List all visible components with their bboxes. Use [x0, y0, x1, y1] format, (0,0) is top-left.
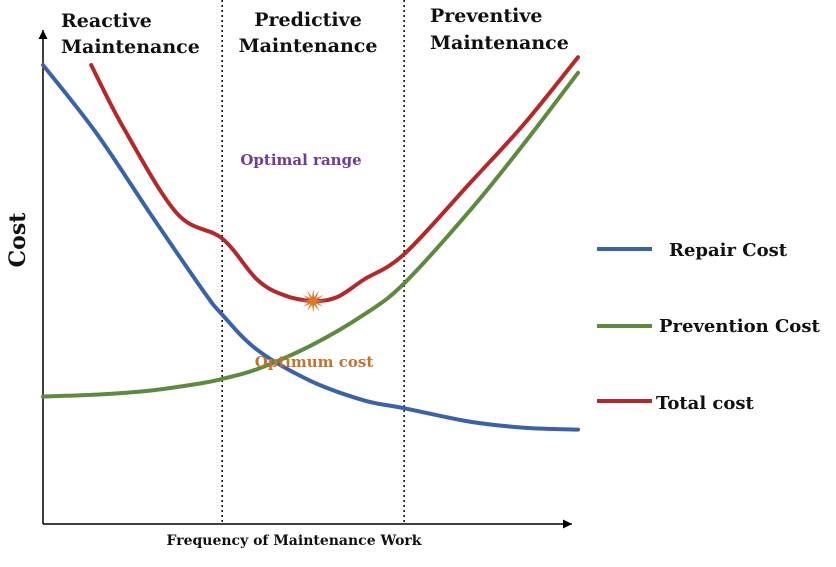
series-line-repair-cost [41, 63, 580, 432]
x-axis-title: Frequency of Maintenance Work [167, 533, 422, 549]
legend-label-total-cost: Total cost [656, 393, 755, 414]
region-label-preventive-line1: Preventive [430, 5, 542, 27]
optimum-cost-annotation: Optimum cost [255, 353, 374, 371]
region-label-preventive-line2: Maintenance [430, 32, 569, 54]
region-label-predictive-line1: Predictive [254, 9, 362, 31]
series-line-prevention-cost [41, 70, 580, 399]
legend: Repair Cost Prevention Cost Total cost [597, 240, 820, 414]
region-label-reactive-line2: Maintenance [61, 36, 200, 58]
region-label-reactive-line1: Reactive [61, 10, 152, 32]
series-line-total-cost [89, 55, 580, 303]
legend-label-repair-cost: Repair Cost [669, 240, 788, 261]
optimum-cost-marker [301, 288, 326, 313]
region-label-predictive-line2: Maintenance [239, 35, 378, 57]
y-axis-title: Cost [5, 212, 31, 268]
legend-label-prevention-cost: Prevention Cost [659, 316, 820, 337]
optimal-range-annotation: Optimal range [240, 151, 361, 169]
